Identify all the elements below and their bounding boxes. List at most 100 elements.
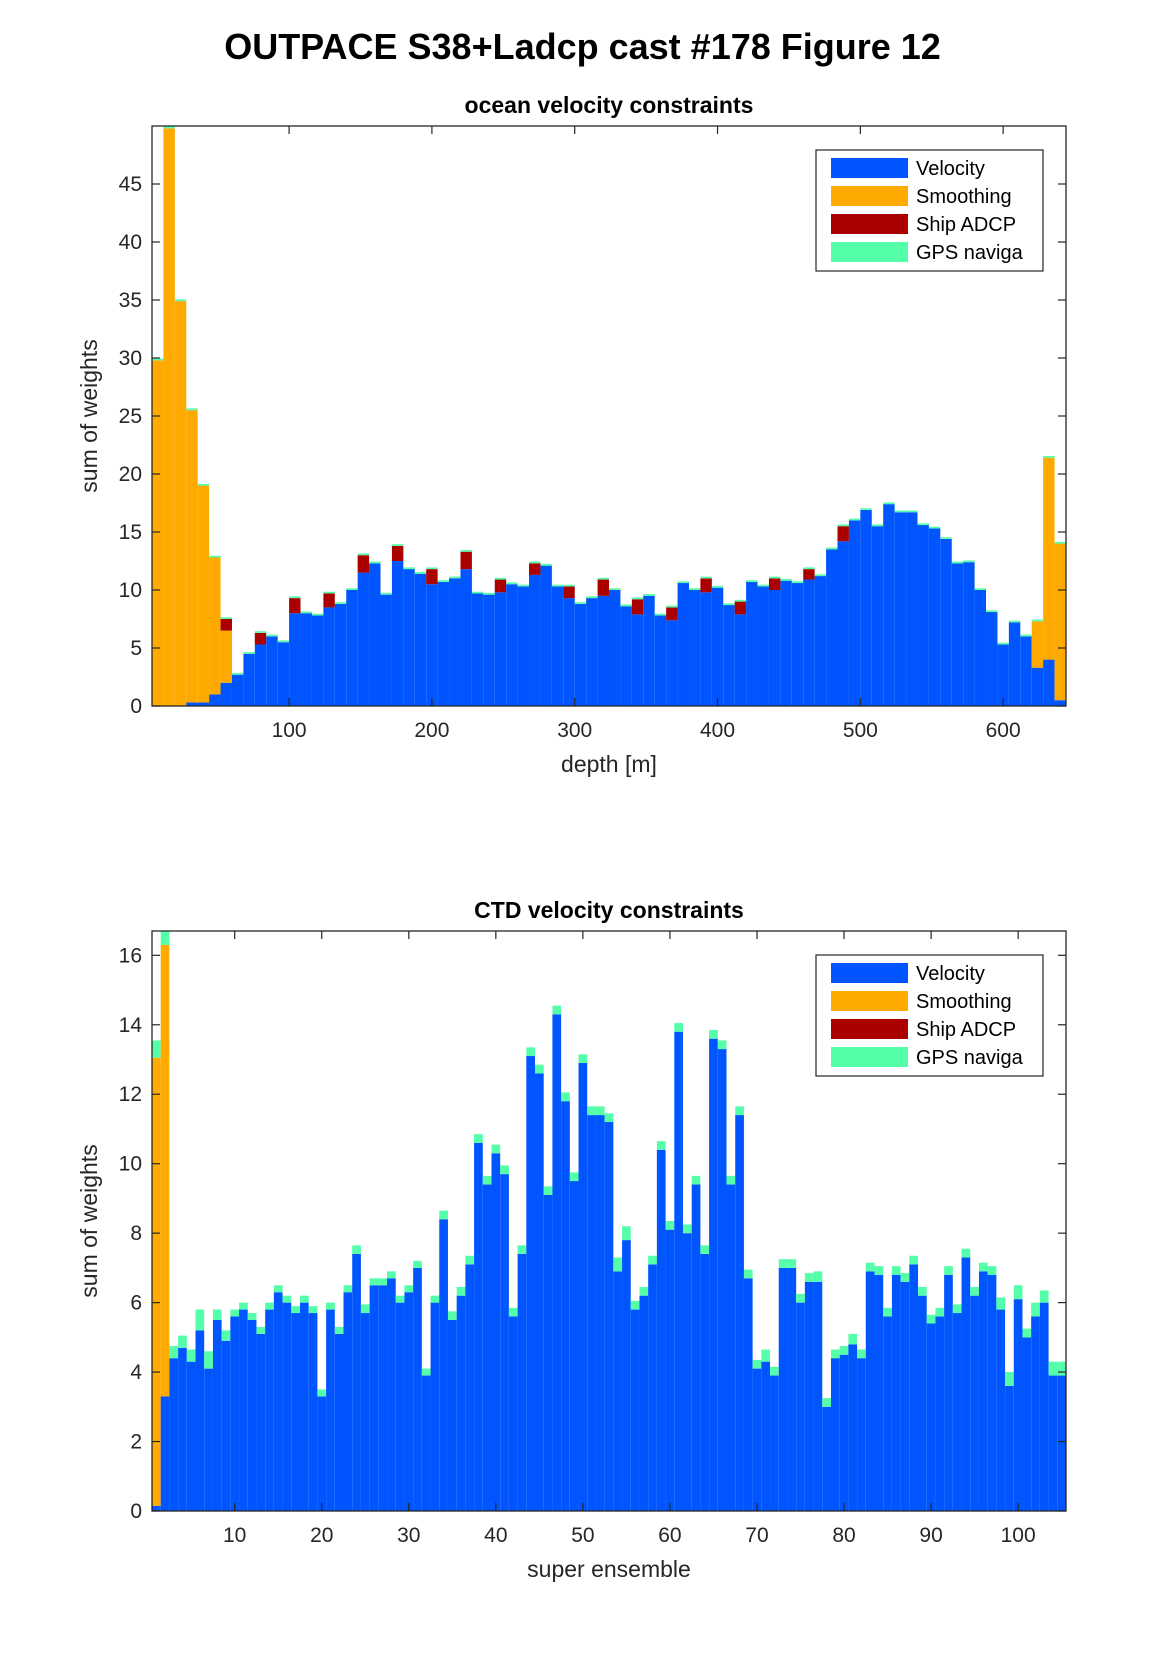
ctd-bar-velocity [909,1264,919,1511]
ocean-bar-ship-adcp [666,607,678,621]
ocean-bar-gps [597,577,609,580]
ocean-bar-ship-adcp [426,569,438,585]
ocean-bar-velocity [380,594,392,706]
ctd-bar-gps [918,1286,927,1296]
ctd-bar-velocity [282,1302,292,1511]
ocean-bar-gps [986,610,998,613]
ctd-bar-gps [543,1186,553,1195]
ocean-legend-swatch-velocity [831,158,908,178]
ocean-bar-gps [997,642,1009,645]
ctd-bar-gps [569,1172,579,1182]
ctd-x-tick-label: 50 [571,1524,594,1547]
ctd-bar-velocity [726,1184,736,1511]
ocean-bar-velocity [894,512,907,706]
ctd-legend-label-gps: GPS naviga [916,1047,1024,1069]
ctd-bar-gps [682,1224,692,1234]
ctd-bar-gps [378,1278,388,1286]
ctd-bar-velocity [682,1233,692,1511]
ocean-bar-velocity [1008,622,1021,706]
ctd-bar-velocity [421,1375,431,1511]
ctd-bar-velocity [526,1056,535,1511]
ocean-bar-gps [220,617,232,619]
ctd-y-axis-label: sum of weights [76,1144,102,1297]
ctd-bar-gps [639,1286,649,1296]
ctd-bar-gps [648,1255,657,1265]
ctd-bar-gps [622,1226,631,1241]
ctd-bar-velocity [343,1292,353,1511]
ctd-bar-gps [308,1306,318,1314]
ocean-bar-velocity [300,613,312,706]
ctd-bar-velocity [656,1149,666,1511]
ctd-bar-velocity [674,1031,683,1511]
ctd-y-tick-label: 0 [130,1500,142,1523]
ocean-y-tick-label: 5 [130,637,142,660]
ctd-bar-velocity [752,1368,762,1511]
ctd-bar-gps [221,1330,231,1341]
ocean-bar-gps [266,634,278,637]
ctd-legend-swatch-gps [831,1047,908,1067]
ocean-bar-velocity [1020,636,1032,706]
ocean-bar-smoothing [1043,457,1055,660]
ocean-bar-velocity [574,603,587,706]
ctd-bar-gps [430,1295,440,1303]
ctd-bar-gps [804,1273,814,1282]
ctd-bar-velocity [561,1101,570,1511]
ocean-bar-ship-adcp [631,599,644,615]
ocean-bar-gps [837,524,849,527]
ctd-bar-velocity [569,1181,579,1511]
ctd-bar-velocity [622,1240,631,1511]
ctd-bar-gps [961,1248,971,1258]
ocean-bar-gps [700,576,712,579]
ocean-x-tick-label: 600 [986,719,1021,742]
ocean-y-tick-label: 30 [119,347,142,370]
ctd-bar-velocity [273,1292,283,1511]
ocean-bar-velocity [654,615,667,706]
ocean-bar-velocity [540,565,552,706]
ocean-bar-gps [791,581,804,584]
ocean-bar-velocity [197,702,210,706]
ctd-y-tick-label: 4 [130,1361,142,1384]
ocean-bar-velocity [837,541,849,706]
ctd-x-tick-label: 90 [919,1524,942,1547]
ctd-bar-gps [665,1221,675,1230]
ctd-y-tick-label: 14 [119,1014,143,1037]
ocean-bar-gps [620,604,632,607]
ocean-legend-label-gps: GPS naviga [916,242,1024,264]
ctd-bar-gps [822,1398,831,1407]
ocean-y-tick-label: 15 [119,521,142,544]
ctd-axes-box [151,930,1067,1512]
ocean-bar-velocity [848,520,861,706]
ocean-legend-swatch-gps [831,242,908,262]
ctd-bar-velocity [299,1302,309,1511]
ctd-bar-gps [517,1245,527,1254]
ctd-bar-gps [352,1245,361,1254]
ctd-bar-gps [674,1023,683,1032]
ctd-bar-gps [813,1271,823,1282]
ctd-bar-gps [726,1175,736,1185]
ctd-bar-gps [778,1259,788,1268]
ctd-bar-gps [447,1311,457,1320]
ctd-x-tick-label: 20 [310,1524,333,1547]
ctd-bar-gps [839,1346,849,1355]
ocean-bar-gps [723,603,735,606]
ctd-bar-velocity [822,1406,831,1511]
ocean-bar-gps [586,596,598,599]
ocean-bar-gps [289,596,301,599]
ctd-bar-gps [230,1309,240,1317]
ctd-bar-velocity [378,1285,388,1511]
ctd-bar-velocity [857,1358,866,1511]
ocean-bar-gps [928,526,941,529]
ctd-y-tick-label: 2 [130,1431,142,1454]
ctd-bar-velocity [1031,1316,1040,1511]
ocean-bar-velocity [826,549,838,706]
ctd-bar-gps [770,1366,779,1376]
ocean-bar-gps [334,602,347,604]
ocean-bar-velocity [289,613,301,706]
ctd-bar-velocity [491,1153,501,1511]
ocean-bar-velocity [723,605,735,706]
ctd-bar-gps [883,1307,892,1317]
ctd-bar-velocity [883,1316,892,1511]
ctd-bar-velocity [839,1354,849,1511]
ctd-x-tick-label: 10 [223,1524,246,1547]
ocean-bar-gps [391,544,404,546]
